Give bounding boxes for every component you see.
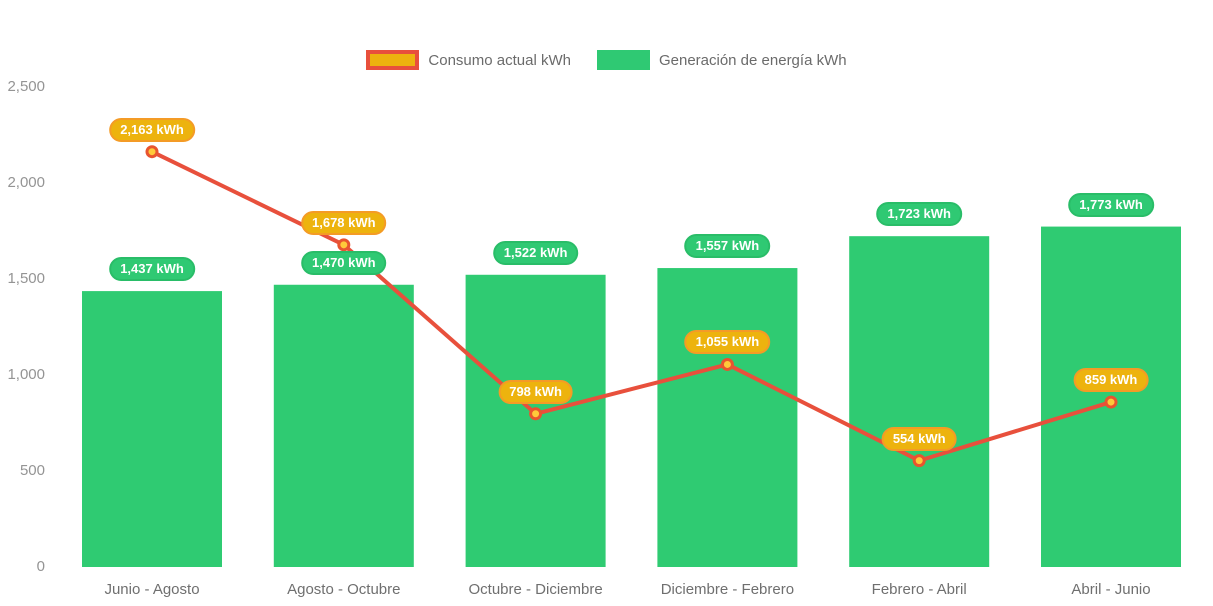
consumption-value-badge: 859 kWh	[1073, 368, 1149, 393]
y-axis-tick-label: 1,500	[7, 270, 45, 287]
generation-value-badge: 1,557 kWh	[684, 234, 771, 259]
x-axis-category-label: Abril - Junio	[1071, 581, 1151, 598]
consumption-point-marker[interactable]	[912, 454, 926, 468]
generation-bar[interactable]	[273, 284, 414, 567]
legend-label-consumption: Consumo actual kWh	[428, 51, 571, 69]
legend-item-consumption[interactable]: Consumo actual kWh	[366, 50, 571, 70]
consumption-value-badge: 554 kWh	[881, 426, 957, 451]
y-axis-tick-label: 500	[19, 462, 45, 479]
y-axis-tick-label: 0	[36, 558, 45, 575]
legend-item-generation[interactable]: Generación de energía kWh	[596, 50, 847, 70]
generation-value-badge: 1,470 kWh	[301, 250, 387, 275]
consumption-value-badge: 798 kWh	[498, 379, 573, 404]
chart-legend: Consumo actual kWh Generación de energía…	[0, 50, 1213, 70]
y-axis-tick-label: 1,000	[7, 366, 45, 383]
consumption-value-badge: 2,163 kWh	[109, 117, 195, 142]
x-axis-category-label: Diciembre - Febrero	[660, 581, 795, 598]
consumption-value-badge: 1,678 kWh	[301, 210, 387, 235]
x-axis-category-label: Febrero - Abril	[871, 581, 967, 598]
generation-bar[interactable]	[657, 268, 798, 567]
consumption-point-marker[interactable]	[337, 238, 351, 252]
x-axis-category-label: Junio - Agosto	[104, 581, 200, 598]
x-axis-category-label: Octubre - Diciembre	[468, 581, 603, 598]
x-axis-category-label: Agosto - Octubre	[287, 581, 401, 598]
consumption-legend-swatch	[366, 50, 420, 70]
consumption-value-badge: 1,055 kWh	[684, 330, 771, 355]
generation-legend-swatch	[596, 50, 650, 70]
generation-bar[interactable]	[465, 274, 606, 567]
consumption-point-marker[interactable]	[145, 145, 159, 159]
generation-bar[interactable]	[849, 236, 990, 567]
y-axis-tick-label: 2,500	[7, 78, 45, 95]
generation-value-badge: 1,723 kWh	[876, 202, 962, 227]
legend-label-generation: Generación de energía kWh	[658, 51, 847, 69]
consumption-point-marker[interactable]	[529, 407, 543, 421]
y-axis-tick-label: 2,000	[7, 174, 45, 191]
generation-value-badge: 1,773 kWh	[1068, 192, 1154, 217]
consumption-point-marker[interactable]	[1104, 395, 1118, 409]
generation-value-badge: 1,522 kWh	[492, 240, 579, 265]
generation-bar[interactable]	[82, 291, 222, 567]
consumption-point-marker[interactable]	[720, 357, 734, 371]
generation-value-badge: 1,437 kWh	[109, 257, 195, 282]
